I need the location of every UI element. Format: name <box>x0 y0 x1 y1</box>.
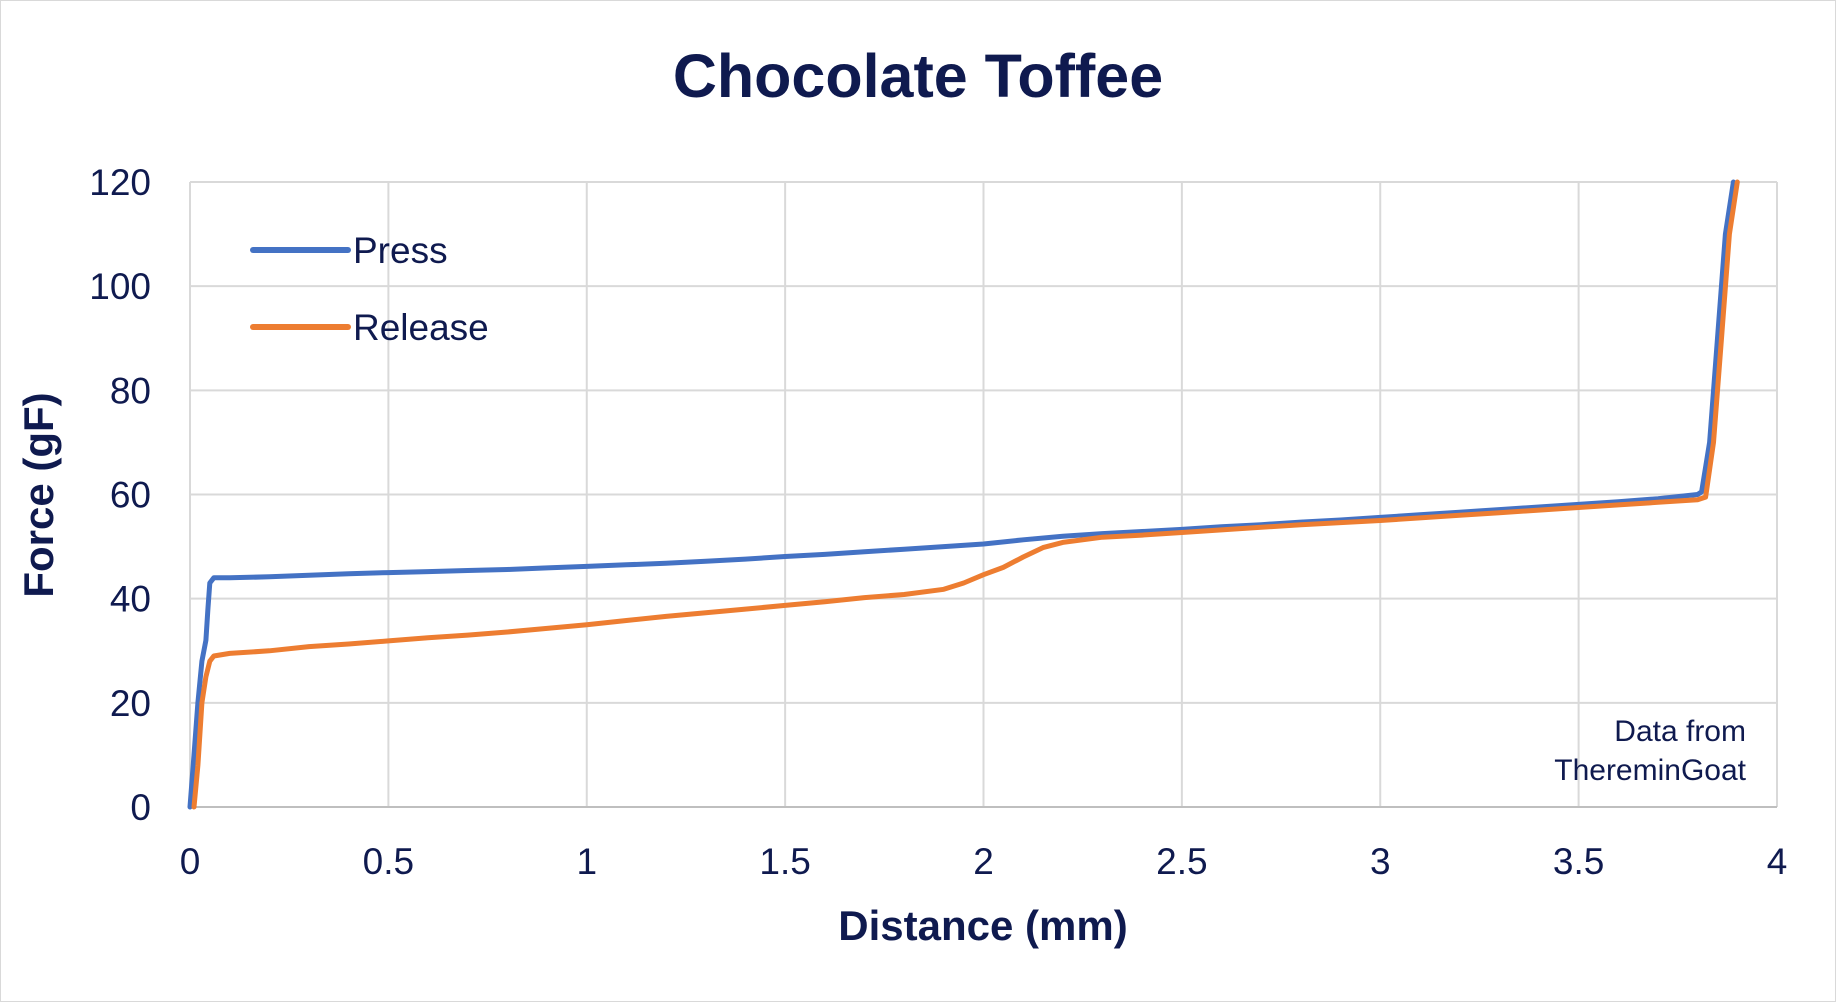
annotation-line-1: Data from <box>1614 715 1746 748</box>
series-lines <box>187 179 1740 810</box>
x-tick-label: 2.5 <box>1156 841 1207 882</box>
x-axis-title: Distance (mm) <box>838 902 1127 949</box>
x-tick-label: 4 <box>1767 841 1788 882</box>
x-tick-label: 2 <box>973 841 994 882</box>
x-tick-label: 1.5 <box>759 841 810 882</box>
x-tick-labels: 0 0.5 1 1.5 2 2.5 3 3.5 4 <box>180 841 1788 882</box>
series-line-press <box>187 179 1736 810</box>
y-tick-label: 60 <box>110 475 151 516</box>
legend-label-release: Release <box>353 307 489 348</box>
plot-area-border <box>189 182 1777 808</box>
x-tick-label: 3 <box>1370 841 1391 882</box>
chart-title: Chocolate Toffee <box>673 42 1163 110</box>
x-tick-label: 0.5 <box>363 841 414 882</box>
y-tick-labels: 0 20 40 60 80 100 120 <box>89 162 151 828</box>
series-line-release <box>191 179 1740 810</box>
legend-label-press: Press <box>353 230 448 271</box>
source-annotation: Data from ThereminGoat <box>1554 715 1746 787</box>
y-tick-label: 120 <box>89 162 151 203</box>
y-tick-label: 0 <box>130 787 151 828</box>
y-axis-title: Force (gF) <box>15 392 62 597</box>
y-tick-label: 80 <box>110 370 151 411</box>
grid-lines <box>189 181 1778 808</box>
y-tick-label: 40 <box>110 579 151 620</box>
x-tick-label: 3.5 <box>1553 841 1604 882</box>
y-tick-label: 20 <box>110 683 151 724</box>
y-tick-label: 100 <box>89 266 151 307</box>
legend: Press Release <box>250 230 489 348</box>
x-tick-label: 0 <box>180 841 201 882</box>
annotation-line-2: ThereminGoat <box>1554 754 1746 787</box>
x-tick-label: 1 <box>576 841 597 882</box>
